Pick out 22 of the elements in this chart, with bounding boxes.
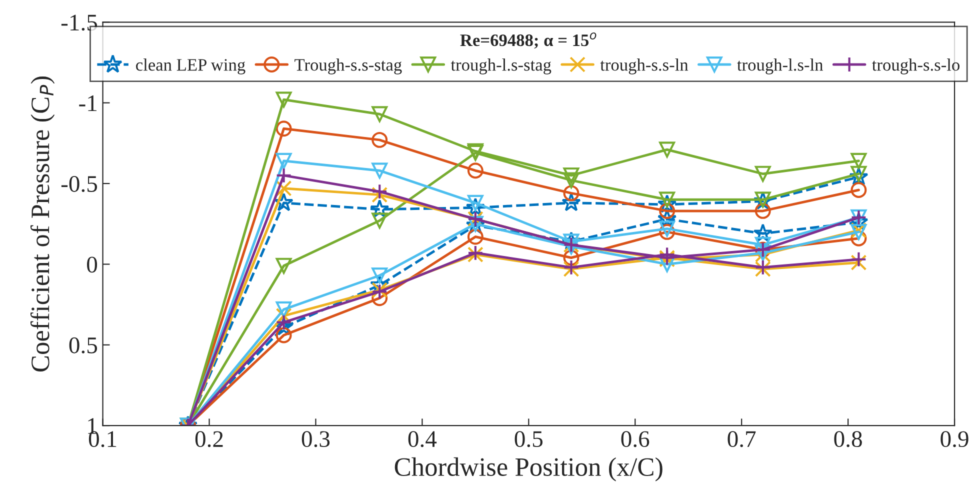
- y-tick-label: -0.5: [61, 176, 98, 192]
- y-tick-label: 0.5: [69, 337, 98, 354]
- x-tick-label: 0.5: [514, 431, 542, 448]
- y-tick-label: 0: [87, 256, 98, 273]
- x-tick-label: 0.6: [621, 431, 650, 448]
- legend-label: trough-s.s-lo: [872, 58, 960, 74]
- x-tick-label: 0.4: [408, 431, 437, 448]
- x-tick-label: 0.3: [302, 431, 330, 448]
- legend-label: trough-s.s-ln: [600, 58, 688, 74]
- x-tick-label: 0.8: [834, 431, 862, 448]
- legend-label: trough-l.s-ln: [737, 58, 824, 74]
- legend-label: clean LEP wing: [136, 58, 246, 74]
- x-tick-label: 0.9: [940, 431, 968, 448]
- x-tick-label: 0.2: [195, 431, 223, 448]
- y-tick-label: -1.5: [61, 14, 98, 31]
- x-tick-label: 0.7: [728, 431, 756, 448]
- legend-label: Trough-s.s-stag: [294, 58, 402, 74]
- legend-title: Re=69488; α = 15$^{o}$: [460, 32, 596, 49]
- y-tick-label: -1: [79, 95, 97, 112]
- legend-label: trough-l.s-stag: [450, 58, 552, 74]
- x-axis-title: Chordwise Position (x/C): [394, 457, 662, 482]
- y-axis-title: Coefficient of Pressure (C$_{P}$): [30, 76, 55, 372]
